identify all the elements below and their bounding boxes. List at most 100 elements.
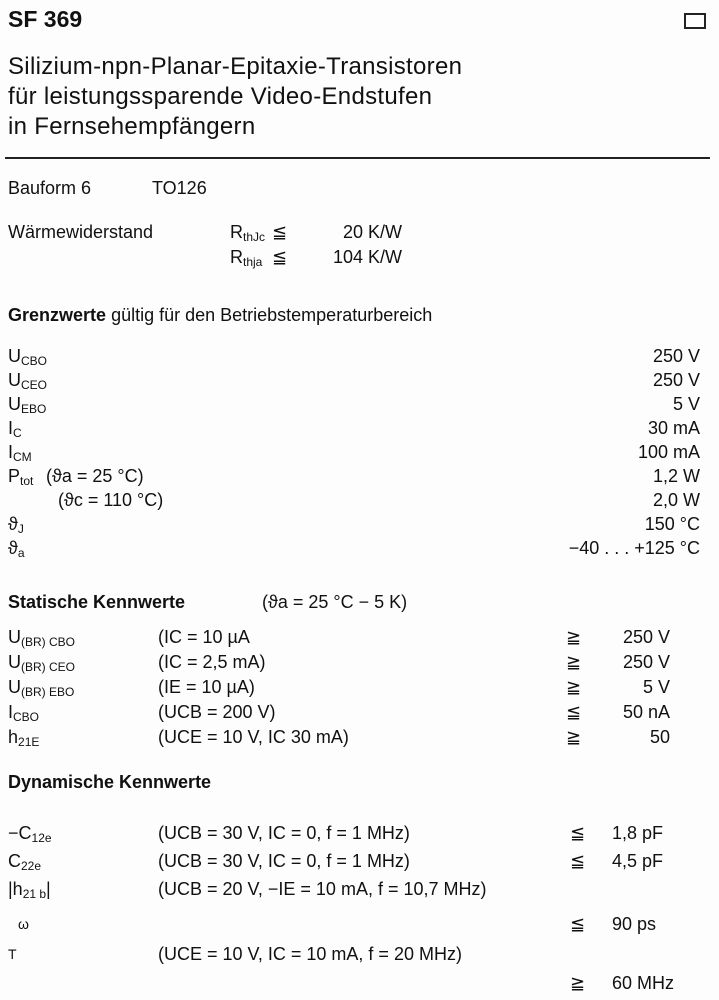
symbol-subscript: CBO (21, 354, 48, 368)
symbol: ϑ (8, 514, 18, 534)
symbol-subscript: CM (13, 450, 32, 464)
dynamic-condition: (UCB = 30 V, IC = 0, f = 1 MHz) (158, 823, 410, 843)
symbol: C (8, 851, 21, 871)
symbol: ϑ (8, 538, 18, 558)
dynamic-condition: (UCB = 20 V, −IE = 10 mA, f = 10,7 MHz) (158, 879, 487, 899)
symbol-suffix: | (46, 879, 51, 899)
symbol-subscript: 21 b (22, 887, 47, 901)
parameter-symbol: UCEO (8, 369, 47, 391)
parameter-symbol: Rthja (230, 246, 262, 268)
static-value: 50 nA (622, 702, 670, 722)
symbol-subscript: (BR) EBO (21, 685, 75, 699)
static-heading: Statische Kennwerte (8, 592, 186, 612)
static-condition: (IE = 10 µA) (158, 677, 255, 697)
limit-value: 250 V (652, 346, 700, 366)
thermal-value: 20 K/W (342, 222, 402, 242)
parameter-symbol: IC (8, 417, 22, 439)
symbol-subscript: 12e (31, 831, 52, 845)
symbol-subscript: EBO (21, 402, 47, 416)
thermal-value: 104 K/W (332, 247, 402, 267)
relation: ≧ (566, 627, 582, 647)
symbol-subscript: thJc (243, 230, 266, 244)
limit-value: 150 °C (644, 514, 700, 534)
static-value: 250 V (622, 627, 670, 647)
parameter-symbol: UCBO (8, 345, 47, 367)
parameter-symbol: U(BR) CEO (8, 651, 75, 673)
symbol: −C (8, 823, 32, 843)
limit-condition: (ϑc = 110 °C) (58, 490, 164, 510)
symbol: U (8, 346, 21, 366)
symbol: U (8, 394, 21, 414)
symbol-subscript: J (17, 522, 24, 536)
relation: ≦ (570, 914, 586, 934)
static-condition: (IC = 2,5 mA) (158, 652, 266, 672)
symbol: I (8, 442, 14, 462)
symbol-subscript: (BR) CBO (21, 635, 75, 649)
parameter-symbol: C22e (8, 850, 41, 872)
relation: ≦ (570, 823, 586, 843)
symbol: h (8, 727, 19, 747)
symbol: U (8, 370, 21, 390)
dynamic-value: 4,5 pF (612, 851, 664, 871)
symbol-subscript: CEO (21, 378, 48, 392)
limit-condition: (ϑa = 25 °C) (46, 466, 144, 486)
dynamic-value: 60 MHz (612, 973, 675, 993)
relation: ≦ (566, 702, 582, 722)
symbol: U (8, 652, 21, 672)
page-title: SF 369 (8, 6, 83, 32)
symbol: I (8, 702, 14, 722)
relation: ≧ (566, 727, 582, 747)
parameter-symbol: h21E (8, 726, 39, 748)
parameter-symbol: U(BR) EBO (8, 676, 74, 698)
static-condition: (ϑa = 25 °C − 5 K) (262, 592, 408, 612)
symbol-subscript: C (13, 426, 22, 440)
symbol: U (8, 677, 21, 697)
relation: ≦ (272, 222, 288, 242)
parameter-symbol: Ptot (8, 465, 33, 487)
subtitle-line: Silizium-npn-Planar-Epitaxie-Transistore… (8, 53, 463, 80)
static-condition: (UCE = 10 V, IC 30 mA) (158, 727, 349, 747)
limit-value: −40 . . . +125 °C (568, 538, 700, 558)
static-value: 250 V (622, 652, 670, 672)
symbol-subscript: 21E (18, 735, 40, 749)
static-condition: (UCB = 200 V) (158, 702, 276, 722)
limit-value: 5 V (672, 394, 700, 414)
thermal-label: Wärmewiderstand (8, 222, 154, 242)
relation: ≧ (570, 973, 586, 993)
subtitle-line: für leistungssparende Video-Endstufen (8, 83, 433, 110)
divider (5, 157, 710, 159)
subtitle-line: in Fernsehempfängern (8, 113, 256, 140)
parameter-symbol: ICM (8, 441, 32, 463)
relation: ≧ (566, 652, 582, 672)
static-condition: (IC = 10 µA (158, 627, 250, 647)
static-value: 5 V (642, 677, 670, 697)
checkbox-icon (684, 13, 706, 29)
parameter-symbol: ϑa (8, 537, 25, 559)
symbol: U (8, 627, 21, 647)
symbol-subscript: thja (243, 255, 263, 269)
limits-heading: Grenzwerte gültig für den Betriebstemper… (8, 305, 433, 325)
parameter-symbol: UEBO (8, 393, 46, 415)
parameter-symbol: T (8, 943, 17, 965)
parameter-symbol: ω (18, 913, 29, 935)
parameter-symbol: |h21 b| (8, 878, 51, 900)
dynamic-condition: (UCE = 10 V, IC = 10 mA, f = 20 MHz) (158, 944, 462, 964)
package-label: Bauform 6 (8, 178, 92, 198)
limit-value: 1,2 W (652, 466, 700, 486)
symbol-subscript: a (17, 546, 25, 560)
symbol: |h (8, 879, 23, 899)
parameter-symbol: ϑJ (8, 513, 24, 535)
dynamic-heading: Dynamische Kennwerte (8, 772, 212, 792)
symbol-subscript: tot (20, 474, 34, 488)
symbol: I (8, 418, 14, 438)
parameter-symbol: ICBO (8, 701, 39, 723)
symbol-subscript: 22e (21, 859, 42, 873)
dynamic-value: 90 ps (612, 914, 657, 934)
limit-value: 250 V (652, 370, 700, 390)
symbol-subscript: (BR) CEO (21, 660, 75, 674)
parameter-symbol: RthJc (230, 221, 265, 243)
symbol: R (230, 247, 243, 267)
relation: ≦ (570, 851, 586, 871)
limit-value: 2,0 W (652, 490, 700, 510)
